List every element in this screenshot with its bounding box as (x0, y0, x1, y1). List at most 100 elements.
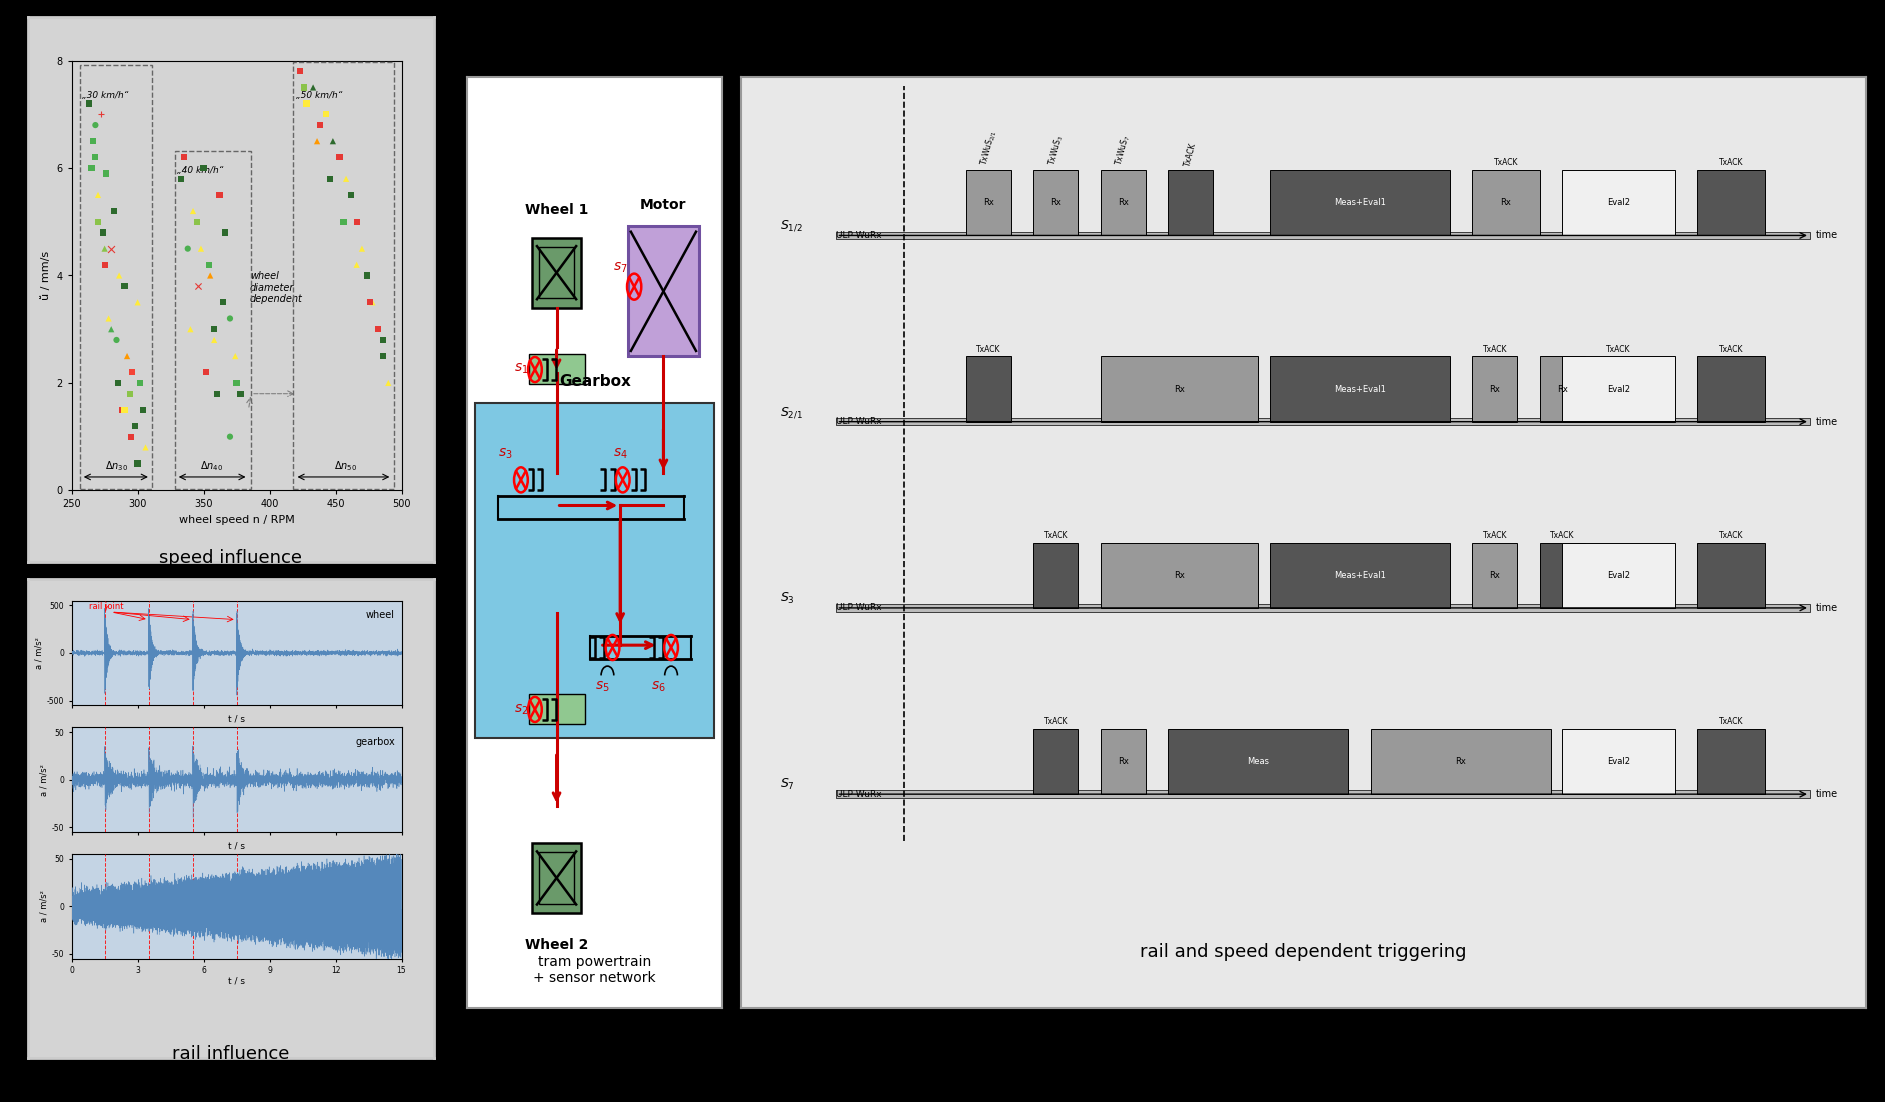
Text: wheel: wheel (366, 611, 396, 620)
Text: TxACK: TxACK (1719, 531, 1744, 540)
Bar (294, 62, 394, 489)
Point (121, 418, 151, 435)
Bar (1169, 171, 1214, 236)
Point (200, 331, 230, 348)
Point (319, 132, 349, 150)
Text: Eval2: Eval2 (1608, 198, 1631, 207)
Bar (1563, 543, 1676, 608)
Text: Rx: Rx (1489, 571, 1500, 580)
Point (83, 186, 113, 204)
Bar (532, 843, 581, 912)
Bar (1696, 543, 1764, 608)
Bar (1472, 543, 1517, 608)
Text: „30 km/h“: „30 km/h“ (83, 91, 128, 100)
Text: TxACK: TxACK (1719, 717, 1744, 726)
Bar (837, 231, 1810, 239)
Text: TxACK: TxACK (1719, 345, 1744, 354)
Text: ULP WuRx: ULP WuRx (837, 231, 882, 240)
Point (123, 293, 153, 311)
Bar (1472, 171, 1540, 236)
Point (292, 95, 322, 112)
Bar (1696, 171, 1764, 236)
Point (298, 78, 328, 96)
Bar (1370, 730, 1551, 795)
Bar (965, 357, 1010, 422)
Text: Rx: Rx (1174, 571, 1186, 580)
Point (188, 159, 219, 176)
Text: motor: motor (366, 864, 396, 874)
Text: Rx: Rx (1118, 757, 1129, 766)
Text: $s_7$: $s_7$ (613, 261, 628, 276)
Text: Rx: Rx (1557, 385, 1568, 393)
Point (117, 364, 147, 381)
Text: TxACK: TxACK (1044, 531, 1069, 540)
Point (89, 224, 119, 241)
X-axis label: wheel speed n / RPM: wheel speed n / RPM (179, 515, 294, 525)
Point (362, 321, 392, 338)
Point (302, 132, 332, 150)
Text: Rx: Rx (1489, 385, 1500, 393)
Bar (1101, 171, 1146, 236)
Point (209, 293, 239, 311)
Point (202, 385, 232, 402)
Text: $S_{2/1}$: $S_{2/1}$ (780, 406, 803, 420)
Text: TxACK: TxACK (1606, 345, 1631, 354)
Bar (628, 226, 699, 357)
Bar (175, 151, 251, 489)
Point (109, 401, 139, 419)
Point (354, 293, 385, 311)
Point (288, 78, 319, 96)
Text: Gearbox: Gearbox (558, 374, 631, 389)
Text: ULP WuRx: ULP WuRx (837, 418, 882, 426)
Point (90, 256, 121, 273)
Point (102, 331, 132, 348)
Text: $S_{1/2}$: $S_{1/2}$ (780, 219, 803, 234)
Text: Rx: Rx (1174, 385, 1186, 393)
Y-axis label: ṻ / mm/s: ṻ / mm/s (41, 251, 51, 300)
Text: ULP WuRx: ULP WuRx (837, 604, 882, 613)
Text: $\Delta n_{50}$: $\Delta n_{50}$ (334, 458, 358, 473)
Text: ULP WuRx: ULP WuRx (837, 790, 882, 799)
Text: time: time (1815, 603, 1838, 613)
Text: tram powertrain
+ sensor network: tram powertrain + sensor network (533, 954, 656, 985)
Text: Eval2: Eval2 (1608, 757, 1631, 766)
Point (83, 213, 113, 230)
Point (170, 149, 200, 166)
Point (123, 455, 153, 473)
Text: $s_6$: $s_6$ (650, 680, 665, 694)
Point (194, 256, 224, 273)
Bar (837, 790, 1810, 798)
Point (221, 347, 251, 365)
Point (117, 428, 147, 445)
Point (285, 63, 315, 80)
Point (341, 256, 371, 273)
Point (115, 385, 145, 402)
Bar (1563, 730, 1676, 795)
Bar (79, 65, 153, 489)
Point (109, 278, 139, 295)
Bar (1033, 730, 1078, 795)
Text: gearbox: gearbox (354, 737, 396, 747)
Point (107, 401, 138, 419)
Text: speed influence: speed influence (160, 549, 302, 566)
X-axis label: t / s: t / s (228, 714, 245, 723)
Text: Wheel 1: Wheel 1 (524, 203, 588, 217)
Point (324, 149, 354, 166)
Text: $S_3$: $S_3$ (780, 591, 795, 606)
Point (104, 267, 134, 284)
Y-axis label: a / m/s²: a / m/s² (40, 890, 49, 922)
Bar (475, 403, 714, 738)
Text: TxWuS$_{2/1}$: TxWuS$_{2/1}$ (978, 129, 999, 168)
Point (111, 347, 141, 365)
Point (358, 293, 388, 311)
Point (204, 186, 234, 204)
Point (311, 106, 341, 123)
Text: „50 km/h“: „50 km/h“ (296, 91, 343, 100)
Point (222, 374, 253, 391)
Point (166, 170, 196, 187)
Point (215, 310, 245, 327)
Point (81, 149, 111, 166)
Point (368, 331, 398, 348)
Point (347, 240, 377, 258)
Bar (1472, 357, 1517, 422)
